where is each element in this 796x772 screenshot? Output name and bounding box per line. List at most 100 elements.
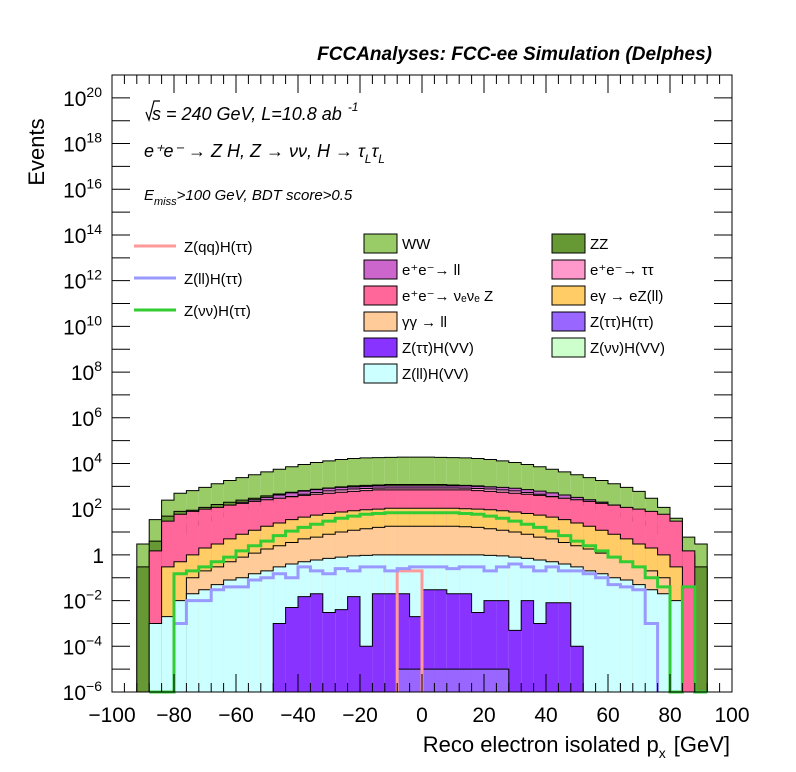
legend-swatch-ee_tautau: [551, 259, 586, 280]
legend-swatch-Ztautau_Htautau: [551, 311, 586, 332]
bin-Ztautau_HVV: [298, 596, 311, 692]
y-tick-exp: 14: [86, 221, 102, 237]
bin-Ztautau_Htautau: [446, 669, 460, 692]
cut-sub: miss: [154, 196, 177, 208]
legend-label-ZZ: ZZ: [590, 236, 608, 253]
y-tick-base: 10: [63, 682, 86, 705]
y-tick-base: 10: [63, 225, 86, 248]
bin-Ztautau_HVV: [347, 596, 360, 692]
bin-Zll_HVV: [198, 589, 212, 692]
y-tick-label: 10−2: [63, 587, 103, 614]
bin-Zll_HVV: [595, 573, 608, 692]
bin-Ztautau_Htautau: [484, 669, 497, 692]
bin-Zll_HVV: [223, 579, 236, 692]
x-tick-label: 20: [472, 704, 495, 727]
svg-text:s = 240 GeV, L=10.8 ab-1: s = 240 GeV, L=10.8 ab -1: [152, 100, 358, 124]
legend-swatch-ee_ll: [363, 259, 398, 280]
axis-ticks: −100 −80 −60 −40 −20 0 20 40 60 80 10010−610−410−2…: [63, 74, 750, 727]
annotation-cut: Emiss>100 GeV, BDT score>0.5: [144, 187, 353, 208]
y-tick-label: 1014: [63, 221, 102, 248]
y-tick-label: 104: [71, 449, 102, 476]
histogram-layer: [136, 456, 708, 692]
outline-egamma_eZ: [161, 507, 683, 692]
legend-swatch-Zll_HVV: [363, 363, 398, 384]
y-tick-exp: 4: [94, 449, 102, 465]
y-tick-label: 10−6: [63, 678, 103, 705]
legend-label-Zll_HVV: Z(ll)H(VV): [402, 366, 469, 383]
annotation-energy: s = 240 GeV, L=10.8 ab -1: [145, 100, 358, 124]
x-tick-label: 60: [596, 704, 619, 727]
bin-Ztautau_Htautau: [459, 669, 472, 692]
bin-Ztautau_HVV: [459, 593, 472, 692]
y-tick-exp: 10: [86, 312, 102, 328]
y-tick-label: 1020: [63, 84, 102, 111]
bin-Zll_HVV: [608, 577, 621, 692]
bin-Zll_HVV: [620, 579, 633, 692]
legend-label-WW: WW: [402, 236, 431, 253]
y-tick-label: 1010: [63, 312, 102, 339]
y-tick-base: 10: [63, 88, 86, 111]
legend-swatch-WW: [363, 233, 398, 254]
x-axis-label-unit: [GeV]: [674, 732, 730, 757]
process-sub1: L: [365, 152, 372, 166]
x-tick-label: 80: [658, 704, 681, 727]
legend-label-gammagamma_ll: γγ → ll: [402, 314, 447, 331]
signal-lines-layer: [149, 511, 708, 694]
outline-ee_ll: [161, 485, 683, 692]
bin-Ztautau_HVV: [285, 607, 298, 692]
legend-label-sig_ll: Z(ll)H(ττ): [184, 271, 243, 288]
bin-Zll_HVV: [670, 600, 683, 692]
bin-Ztautau_HVV: [521, 600, 534, 692]
bin-Zll_HVV: [632, 584, 646, 692]
x-tick-label: −80: [156, 704, 192, 727]
bin-Ztautau_HVV: [508, 630, 522, 692]
bin-Ztautau_HVV: [360, 646, 373, 692]
legend-label-ee_tautau: e⁺e⁻→ ττ: [590, 262, 654, 279]
y-tick-label: 1: [92, 545, 104, 568]
bin-Ztautau_Htautau: [471, 669, 484, 692]
bin-Ztautau_HVV: [570, 646, 584, 692]
bin-Zll_HVV: [260, 570, 274, 692]
bin-Zll_HVV: [236, 577, 249, 692]
x-tick-label: −40: [280, 704, 316, 727]
signal-sig_ll: [172, 562, 660, 692]
legend-label-Znunu_HVV: Z(νν)H(VV): [590, 340, 665, 357]
bin-Ztautau_HVV: [384, 593, 398, 692]
energy-sup: -1: [348, 100, 359, 114]
bin-Ztautau_HVV: [310, 593, 323, 692]
bin-Zll_HVV: [149, 623, 162, 692]
stack-Ztautau_HVV: [272, 589, 584, 692]
y-tick-exp: 20: [86, 84, 102, 100]
y-tick-base: 10: [63, 134, 86, 157]
bin-Ztautau_HVV: [397, 593, 410, 692]
chart-title: FCCAnalyses: FCC-ee Simulation (Delphes): [317, 44, 712, 65]
y-tick-label: 1018: [63, 130, 102, 157]
bin-Zll_HVV: [645, 589, 658, 692]
bin-Zll_HVV: [583, 570, 596, 692]
y-tick-label: 1016: [63, 175, 102, 202]
outline-WW: [136, 456, 708, 692]
bin-Ztautau_Htautau: [422, 669, 435, 692]
legend-swatch-Ztautau_HVV: [363, 337, 398, 358]
bin-Ztautau_HVV: [434, 589, 447, 692]
bin-Ztautau_HVV: [322, 612, 336, 692]
bin-Ztautau_Htautau: [409, 669, 422, 692]
legend-swatch-Znunu_HVV: [551, 337, 586, 358]
process-tau2: τ: [371, 141, 379, 161]
y-tick-base: 10: [63, 179, 86, 202]
process-sub2: L: [378, 152, 385, 166]
bin-Ztautau_HVV: [335, 609, 348, 692]
bin-ee_nunuZ: [682, 550, 695, 692]
bin-ZZ: [136, 566, 150, 692]
bin-Zll_HVV: [211, 584, 224, 692]
sqrt-symbol: [145, 100, 160, 122]
bin-Ztautau_Htautau: [434, 669, 447, 692]
cut-e: E: [144, 187, 155, 204]
bin-Zll_HVV: [161, 616, 174, 692]
y-tick-exp: 18: [86, 130, 102, 146]
x-tick-label: 0: [416, 704, 428, 727]
y-tick-base: 10: [63, 271, 86, 294]
y-tick-exp: −4: [86, 632, 102, 648]
x-axis-label-main: Reco electron isolated p: [423, 732, 659, 757]
